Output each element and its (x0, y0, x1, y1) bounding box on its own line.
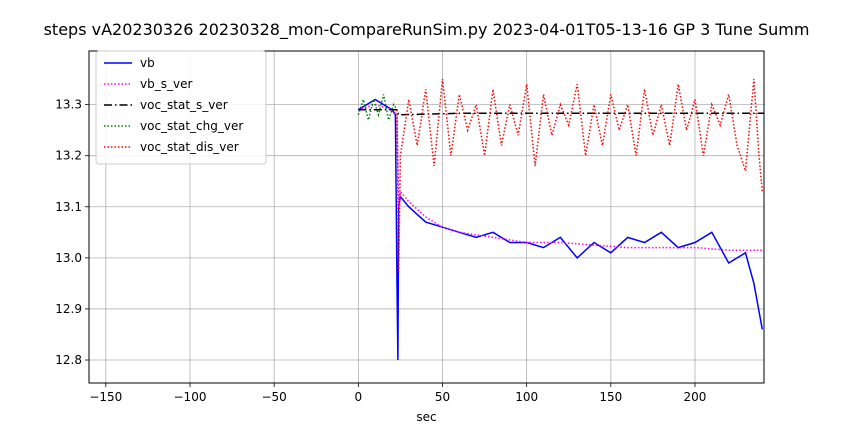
legend-label-voc-stat-dis-ver: voc_stat_dis_ver (140, 140, 239, 154)
y-tick-label: 13.3 (55, 98, 82, 112)
legend-box (95, 50, 267, 165)
tick-layer: −150 −100 −50 0 50 100 150 200 12.8 12.9 13.0 13.1 1… (55, 98, 706, 404)
x-tick-label: 50 (435, 390, 450, 404)
x-tick-label: −50 (261, 390, 286, 404)
y-tick-label: 13.0 (55, 251, 82, 265)
y-tick-label: 13.2 (55, 149, 82, 163)
legend-label-voc-stat-chg-ver: voc_stat_chg_ver (140, 119, 243, 133)
plot-area (357, 79, 764, 361)
x-tick-label: 100 (515, 390, 538, 404)
series-line-vb (357, 98, 764, 361)
x-axis-label: sec (416, 410, 436, 424)
series-line-voc-stat-s-ver (358, 108, 764, 116)
series-line-voc-stat-dis-ver (396, 79, 764, 274)
series-line-voc-stat-chg-ver (357, 94, 398, 123)
legend-label-vb: vb (140, 56, 155, 70)
series-line-vb-s-ver (358, 103, 763, 251)
plot-frame (88, 50, 765, 384)
legend-label-vb-s-ver: vb_s_ver (140, 77, 192, 91)
legend-label-voc-stat-s-ver: voc_stat_s_ver (140, 98, 228, 112)
x-tick-label: −150 (89, 390, 122, 404)
x-tick-label: 150 (599, 390, 622, 404)
grid-layer (89, 51, 764, 383)
y-tick-label: 12.8 (55, 353, 82, 367)
x-tick-label: 200 (684, 390, 707, 404)
x-tick-label: 0 (355, 390, 363, 404)
x-tick-label: −100 (174, 390, 207, 404)
y-tick-label: 12.9 (55, 302, 82, 316)
y-tick-label: 13.1 (55, 200, 82, 214)
chart-title: steps vA20230326 20230328_mon-CompareRun… (44, 20, 810, 40)
legend: vb vb_s_ver voc_stat_s_ver voc_stat_chg_ver… (95, 50, 267, 165)
